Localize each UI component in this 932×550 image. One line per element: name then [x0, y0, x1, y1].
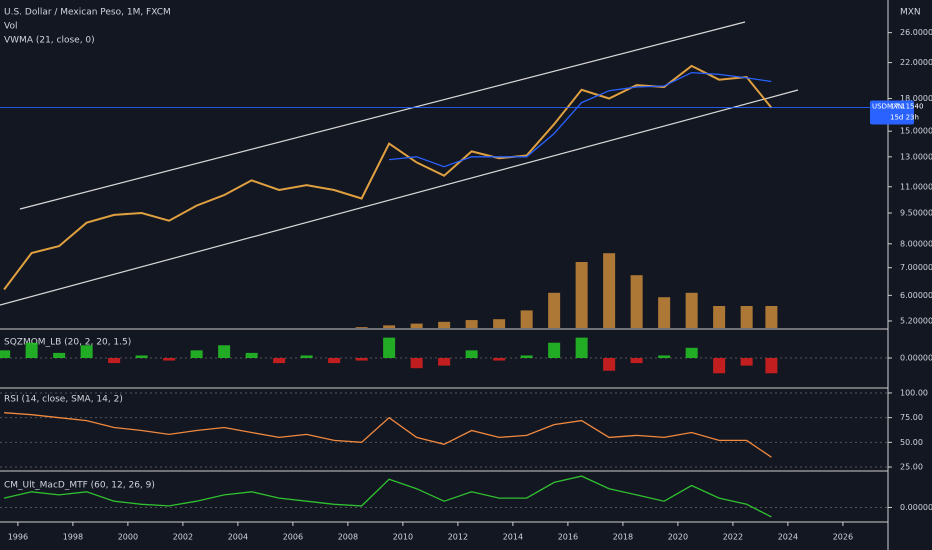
volume-bar [630, 275, 643, 328]
x-tick-label: 2024 [778, 533, 798, 542]
price-label: 17.11540 [890, 103, 923, 111]
momentum-bar [630, 358, 643, 364]
x-tick-label: 2026 [833, 533, 853, 542]
x-tick-label: 2004 [228, 533, 248, 542]
momentum-bar [163, 358, 176, 361]
y-tick-label: 0.00000 [900, 354, 932, 363]
series-line [389, 71, 772, 168]
momentum-bar [355, 358, 368, 361]
x-tick-label: 2012 [448, 533, 468, 542]
volume-bar [685, 292, 698, 328]
volume-bar [713, 306, 726, 328]
momentum-bar [685, 347, 698, 358]
countdown-label: 15d 23h [890, 114, 919, 122]
y-tick-label: 26.00000 [900, 28, 932, 37]
y-tick-label: 11.00000 [900, 182, 932, 191]
y-tick-label: 15.00000 [900, 127, 932, 136]
series-line [3, 64, 773, 291]
momentum-bar [273, 358, 286, 364]
momentum-bar [438, 358, 451, 366]
momentum-bar [465, 350, 478, 358]
volume-bar [383, 325, 396, 328]
y-tick-label: 8.00000 [900, 239, 932, 248]
y-tick-label: 5.20000 [900, 316, 932, 325]
volume-bar [658, 297, 671, 328]
y-tick-label: 18.00000 [900, 94, 932, 103]
series-line [3, 475, 772, 518]
momentum-bar [300, 355, 313, 358]
momentum-bar [548, 342, 561, 358]
volume-bar [548, 292, 561, 328]
x-tick-label: 2018 [613, 533, 633, 542]
y-axis-label: MXN [900, 8, 921, 18]
momentum-bar [328, 358, 341, 364]
x-tick-label: 2000 [118, 533, 138, 542]
volume-bar [520, 310, 533, 328]
x-tick-label: 2016 [558, 533, 578, 542]
momentum-bar [740, 358, 753, 366]
channel-upper [19, 21, 746, 210]
momentum-bar [713, 358, 726, 374]
chart-title: U.S. Dollar / Mexican Peso, 1M, FXCM [4, 8, 171, 18]
y-tick-label: 9.50000 [900, 209, 932, 218]
volume-bar [438, 321, 451, 328]
y-tick-label: 6.00000 [900, 291, 932, 300]
momentum-bar [190, 350, 203, 358]
x-tick-label: 2022 [723, 533, 743, 542]
price-badge [870, 100, 914, 125]
x-tick-label: 2010 [393, 533, 413, 542]
panel-title: SQZMOM_LB (20, 2, 20, 1.5) [4, 338, 131, 348]
volume-title: Vol [4, 22, 17, 32]
x-tick-label: 2014 [503, 533, 523, 542]
volume-bar [355, 327, 368, 328]
y-tick-label: 75.00 [900, 413, 923, 422]
x-tick-label: 2002 [173, 533, 193, 542]
volume-bar [410, 323, 423, 328]
momentum-bar [245, 352, 258, 358]
momentum-bar [53, 352, 66, 358]
x-tick-label: 2006 [283, 533, 303, 542]
panel-title: RSI (14, close, SMA, 14, 2) [4, 395, 123, 405]
y-tick-label: 25.00 [900, 463, 923, 472]
channel-lower [0, 89, 799, 306]
volume-bar [493, 319, 506, 328]
x-tick-label: 1996 [8, 533, 28, 542]
x-tick-label: 2008 [338, 533, 358, 542]
momentum-bar [410, 358, 423, 369]
volume-bar [765, 306, 778, 328]
momentum-bar [80, 345, 93, 358]
volume-bar [603, 253, 616, 328]
y-tick-label: 50.00 [900, 438, 923, 447]
momentum-bar [658, 355, 671, 358]
momentum-bar [108, 358, 121, 364]
y-tick-label: 100.00 [900, 388, 928, 397]
x-tick-label: 1998 [63, 533, 83, 542]
momentum-bar [520, 355, 533, 358]
momentum-bar [765, 358, 778, 374]
panel-title: CM_Ult_MacD_MTF (60, 12, 26, 9) [4, 481, 155, 491]
momentum-bar [25, 342, 38, 358]
volume-bar [465, 320, 478, 328]
symbol-label: USDMXN [872, 103, 903, 111]
volume-bar [740, 306, 753, 328]
series-line [4, 412, 772, 458]
momentum-bar [383, 337, 396, 358]
momentum-bar [575, 337, 588, 358]
momentum-bar [603, 358, 616, 371]
momentum-bar [493, 358, 506, 361]
y-tick-label: 13.00000 [900, 152, 932, 161]
x-tick-label: 2020 [668, 533, 688, 542]
volume-bar [575, 262, 588, 328]
y-tick-label: 22.00000 [900, 58, 932, 67]
legend-entry: VWMA (21, close, 0) [4, 36, 95, 46]
y-tick-label: 0.00000 [900, 503, 932, 512]
momentum-bar [218, 345, 231, 358]
momentum-bar [135, 355, 148, 358]
y-tick-label: 7.00000 [900, 263, 932, 272]
momentum-bar [0, 350, 11, 358]
